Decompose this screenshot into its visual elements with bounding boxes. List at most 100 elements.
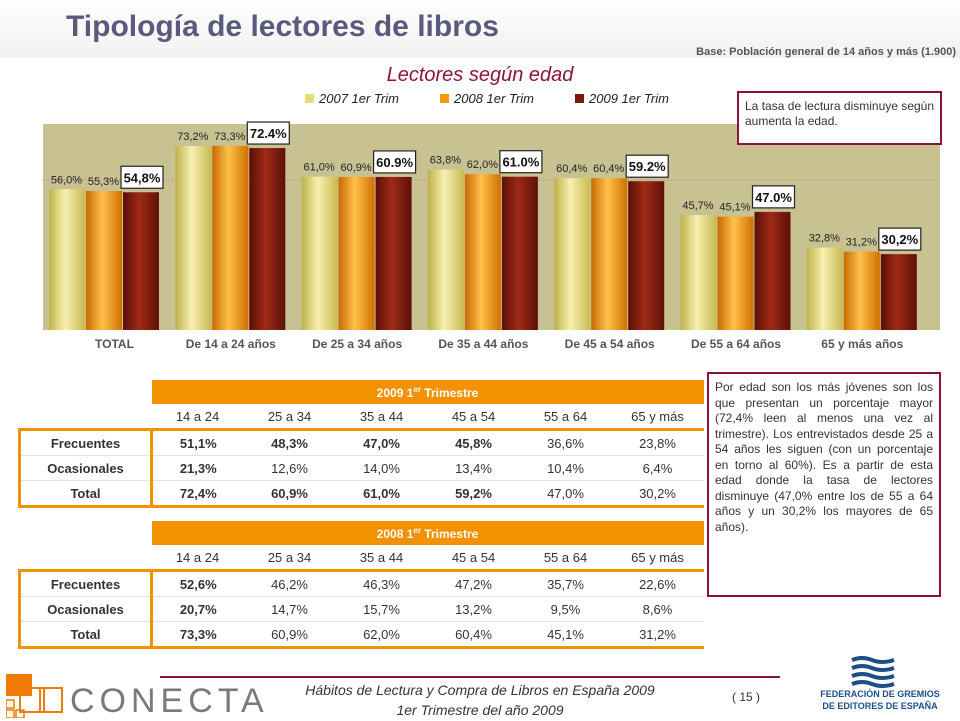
data-label: 56,0% bbox=[51, 174, 82, 186]
col-header: 45 a 54 bbox=[451, 408, 496, 424]
bar bbox=[501, 176, 538, 330]
data-label: 73,3% bbox=[214, 131, 245, 143]
fge-logo-icon bbox=[851, 656, 895, 688]
data-label-box bbox=[878, 227, 922, 251]
legend-label: 2008 1er Trim bbox=[453, 91, 534, 106]
data-label: 47.0% bbox=[755, 190, 792, 205]
category-label: TOTAL bbox=[95, 337, 134, 351]
legend-swatch bbox=[440, 94, 449, 103]
data-label: 61.0% bbox=[502, 155, 539, 170]
bar bbox=[427, 169, 464, 330]
table-cell: 8,6% bbox=[611, 596, 704, 622]
bar bbox=[123, 192, 159, 330]
chart-legend: 2007 1er Trim 2008 1er Trim 2009 1er Trim bbox=[305, 91, 669, 106]
data-label: 45,1% bbox=[719, 202, 750, 214]
data-label: 60,4% bbox=[556, 163, 587, 175]
bar bbox=[49, 189, 85, 330]
table-cell: 14,7% bbox=[243, 596, 336, 622]
table-cell: 72,4% bbox=[151, 480, 244, 508]
conecta-logo-text: CONECTA bbox=[70, 682, 269, 720]
table-cell: 60,9% bbox=[243, 621, 336, 649]
col-header: 45 a 54 bbox=[451, 549, 496, 565]
table-cell: 45,1% bbox=[519, 621, 612, 649]
data-label: 63,8% bbox=[430, 155, 461, 167]
table-cell: 48,3% bbox=[243, 428, 336, 456]
row-label: Frecuentes bbox=[18, 428, 153, 456]
bar bbox=[175, 146, 212, 330]
bar bbox=[464, 174, 501, 330]
bar bbox=[554, 178, 591, 330]
bar bbox=[806, 247, 843, 330]
table-cell: 60,4% bbox=[427, 621, 520, 649]
bar bbox=[301, 176, 338, 330]
table-2008: 2008 1er Trimestre 14 a 24 25 a 34 35 a … bbox=[18, 521, 704, 649]
table-cell: 46,3% bbox=[335, 569, 428, 597]
col-header: 25 a 34 bbox=[267, 408, 312, 424]
data-label-box bbox=[373, 150, 417, 174]
table-row: Ocasionales 20,7% 14,7% 15,7% 13,2% 9,5%… bbox=[18, 596, 704, 622]
table-row: Total 72,4% 60,9% 61,0% 59,2% 47,0% 30,2… bbox=[18, 480, 704, 508]
conecta-logo-mark bbox=[6, 674, 63, 718]
row-label: Total bbox=[18, 621, 153, 649]
bar bbox=[375, 176, 412, 330]
table-cell: 30,2% bbox=[611, 480, 704, 508]
data-label-box bbox=[625, 154, 669, 178]
bar bbox=[717, 216, 754, 330]
data-label: 62,0% bbox=[467, 159, 498, 171]
data-label: 72.4% bbox=[250, 126, 287, 141]
category-label: De 45 a 54 años bbox=[565, 337, 655, 351]
bar bbox=[843, 251, 880, 330]
category-label: De 14 a 24 años bbox=[186, 337, 276, 351]
bar bbox=[591, 178, 628, 330]
footer-divider bbox=[160, 676, 780, 678]
category-label: 65 y más años bbox=[821, 337, 903, 351]
table-cell: 9,5% bbox=[519, 596, 612, 622]
table-note: Por edad son los más jóvenes son los que… bbox=[707, 372, 941, 597]
table-cell: 47,0% bbox=[519, 480, 612, 508]
table-title: 2009 1er Trimestre bbox=[151, 380, 704, 404]
table-row: Frecuentes 51,1% 48,3% 47,0% 45,8% 36,6%… bbox=[18, 428, 704, 456]
col-header: 14 a 24 bbox=[175, 549, 220, 565]
legend-label: 2007 1er Trim bbox=[318, 91, 399, 106]
table-cell: 62,0% bbox=[335, 621, 428, 649]
col-header: 35 a 44 bbox=[359, 549, 404, 565]
data-label: 59.2% bbox=[629, 159, 666, 174]
bar bbox=[680, 215, 717, 330]
legend-label: 2009 1er Trim bbox=[588, 91, 669, 106]
table-cell: 10,4% bbox=[519, 455, 612, 481]
category-label: De 55 a 64 años bbox=[691, 337, 781, 351]
data-label: 45,7% bbox=[682, 200, 713, 212]
chart-note: La tasa de lectura disminuye según aumen… bbox=[737, 91, 942, 145]
bar bbox=[338, 176, 375, 330]
bar bbox=[249, 148, 286, 330]
table-cell: 15,7% bbox=[335, 596, 428, 622]
col-header: 55 a 64 bbox=[543, 408, 588, 424]
col-header: 25 a 34 bbox=[267, 549, 312, 565]
data-label: 73,2% bbox=[177, 131, 208, 143]
data-label-box bbox=[751, 185, 796, 209]
data-label: 61,0% bbox=[303, 162, 334, 174]
bar-chart: 2007 1er Trim 2008 1er Trim 2009 1er Trim … bbox=[43, 91, 940, 351]
fge-logo-text: FEDERACIÓN DE GREMIOS DE EDITORES DE ESP… bbox=[820, 689, 940, 711]
table-cell: 73,3% bbox=[151, 621, 244, 649]
data-label: 32,8% bbox=[809, 233, 840, 245]
data-label: 60.9% bbox=[376, 155, 413, 170]
table-cell: 14,0% bbox=[335, 455, 428, 481]
data-label: 60,4% bbox=[593, 163, 624, 175]
table-cell: 45,8% bbox=[427, 428, 520, 456]
data-label: 30,2% bbox=[881, 232, 918, 247]
table-row: Total 73,3% 60,9% 62,0% 60,4% 45,1% 31,2… bbox=[18, 621, 704, 649]
page-title: Tipología de lectores de libros bbox=[66, 10, 499, 43]
table-cell: 35,7% bbox=[519, 569, 612, 597]
table-cell: 20,7% bbox=[151, 596, 244, 622]
category-label: De 35 a 44 años bbox=[438, 337, 528, 351]
table-cell: 36,6% bbox=[519, 428, 612, 456]
data-label: 54,8% bbox=[124, 170, 161, 185]
table-cell: 22,6% bbox=[611, 569, 704, 597]
col-header: 65 y más bbox=[631, 549, 684, 565]
data-label-box bbox=[120, 165, 164, 189]
table-row: Frecuentes 52,6% 46,2% 46,3% 47,2% 35,7%… bbox=[18, 569, 704, 597]
table-cell: 51,1% bbox=[151, 428, 244, 456]
footer-line2: 1er Trimestre del año 2009 bbox=[396, 702, 564, 718]
table-cell: 23,8% bbox=[611, 428, 704, 456]
